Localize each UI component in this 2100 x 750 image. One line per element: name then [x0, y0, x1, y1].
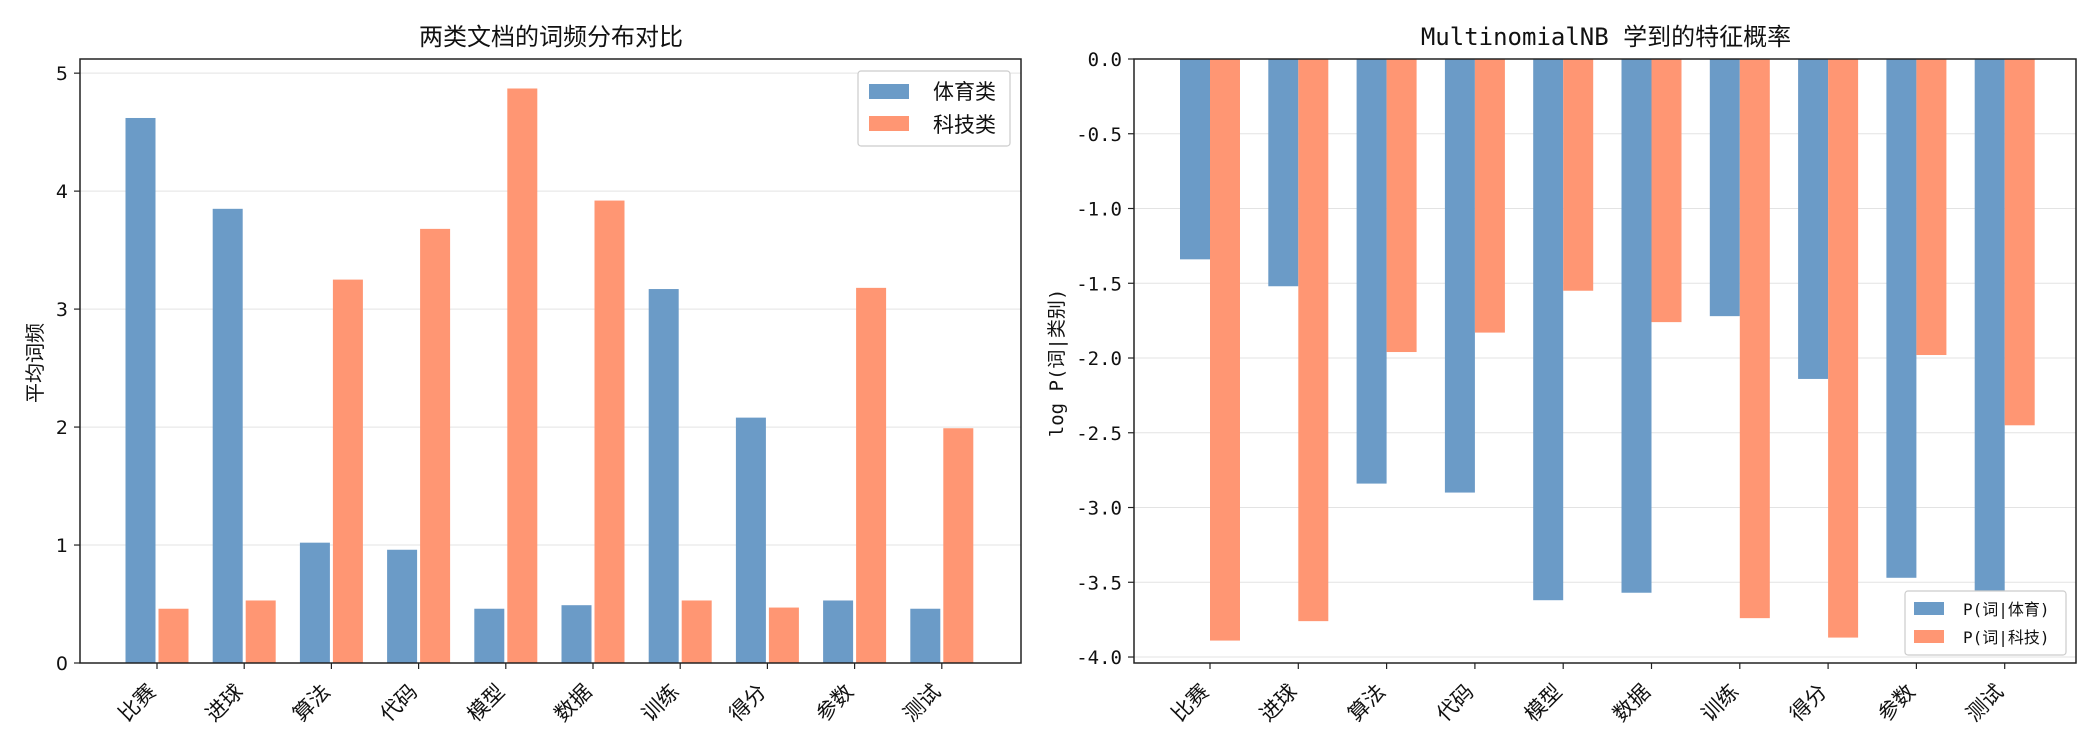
- bar-sports-6: [648, 289, 679, 663]
- bar-tech-2: [332, 279, 363, 663]
- chart-title: MultinomialNB 学到的特征概率: [1421, 23, 1791, 51]
- bar-tech-6: [681, 600, 712, 663]
- y-axis-label: 平均词频: [23, 323, 47, 403]
- y-tick-label: -3.5: [1076, 572, 1122, 594]
- bar-tech-1: [245, 600, 276, 663]
- bar-tech-6: [1739, 59, 1770, 619]
- bar-sports-0: [125, 117, 156, 663]
- bar-tech-8: [1916, 59, 1947, 356]
- bars: [1180, 59, 2035, 641]
- bar-tech-0: [1210, 59, 1240, 641]
- legend-label-sports: P(词|体育): [1963, 600, 2050, 619]
- legend-swatch-tech: [869, 116, 909, 131]
- legend: 体育类 科技类: [857, 70, 1011, 147]
- bar-sports-5: [561, 605, 592, 663]
- x-ticks: 比赛 进球 算法 代码 模型 数据 训练 得分 参数 测试: [1167, 663, 2008, 726]
- y-tick-label: 3: [56, 299, 68, 321]
- bar-tech-7: [768, 607, 799, 663]
- bar-tech-7: [1828, 59, 1859, 638]
- plot-frame: [1133, 58, 2077, 664]
- bar-tech-5: [1651, 59, 1682, 323]
- y-tick-label: -1.0: [1076, 199, 1122, 221]
- chart-feature-probability: MultinomialNB 学到的特征概率 log P(词|类别) 0.0 -0.…: [1046, 23, 2077, 726]
- bar-tech-9: [943, 428, 974, 663]
- bar-sports-6: [1709, 59, 1740, 317]
- bar-sports-3: [387, 549, 418, 663]
- bar-sports-1: [212, 208, 243, 663]
- legend-label-tech: P(词|科技): [1963, 628, 2050, 647]
- y-tick-label: -1.5: [1076, 273, 1122, 295]
- y-tick-label: -3.0: [1076, 498, 1122, 520]
- chart-title: 两类文档的词频分布对比: [419, 23, 683, 51]
- bar-tech-4: [507, 88, 538, 663]
- plot-frame: [79, 58, 1022, 664]
- bar-tech-4: [1563, 59, 1594, 291]
- y-tick-label: -2.5: [1076, 423, 1122, 445]
- legend-label-sports: 体育类: [933, 80, 996, 104]
- bars: [125, 88, 974, 663]
- y-tick-label: 5: [56, 63, 68, 85]
- bar-tech-3: [1474, 59, 1505, 333]
- y-tick-label: 4: [56, 181, 68, 203]
- bar-tech-5: [594, 200, 625, 663]
- bar-tech-1: [1298, 59, 1329, 622]
- bar-tech-2: [1386, 59, 1417, 353]
- bar-tech-3: [420, 228, 451, 663]
- y-tick-label: 0.0: [1088, 49, 1122, 71]
- bar-sports-9: [910, 608, 941, 663]
- bar-tech-9: [2004, 59, 2035, 426]
- y-tick-label: 2: [56, 417, 68, 439]
- bar-tech-8: [856, 287, 887, 663]
- legend-swatch-sports: [869, 84, 909, 99]
- bar-sports-9: [1974, 59, 2005, 598]
- bar-tech-0: [158, 608, 189, 663]
- bar-sports-4: [1533, 59, 1564, 601]
- bar-sports-2: [1356, 59, 1387, 484]
- bar-sports-4: [474, 608, 505, 663]
- bar-sports-2: [299, 542, 330, 663]
- legend-swatch-sports: [1914, 602, 1944, 615]
- bar-sports-7: [735, 417, 766, 663]
- y-ticks: 0.0 -0.5 -1.0 -1.5 -2.0 -2.5 -3.0 -3.5 -4.0: [1076, 49, 1134, 669]
- bar-sports-8: [823, 600, 854, 663]
- y-tick-label: 1: [56, 535, 68, 557]
- bar-sports-5: [1621, 59, 1652, 593]
- bar-sports-7: [1798, 59, 1829, 379]
- legend-label-tech: 科技类: [933, 113, 996, 137]
- legend-box: [1904, 590, 2067, 656]
- bar-sports-8: [1886, 59, 1917, 578]
- bar-sports-0: [1180, 59, 1210, 260]
- y-tick-label: -2.0: [1076, 348, 1122, 370]
- bar-sports-1: [1268, 59, 1299, 287]
- y-tick-label: 0: [56, 653, 68, 675]
- y-tick-label: -0.5: [1076, 124, 1122, 146]
- bar-sports-3: [1444, 59, 1475, 493]
- y-axis-label: log P(词|类别): [1046, 289, 1068, 438]
- legend-swatch-tech: [1914, 630, 1944, 643]
- legend: P(词|体育) P(词|科技): [1904, 590, 2067, 656]
- y-tick-label: -4.0: [1076, 647, 1122, 669]
- y-ticks: 0 1 2 3 4 5: [56, 63, 80, 675]
